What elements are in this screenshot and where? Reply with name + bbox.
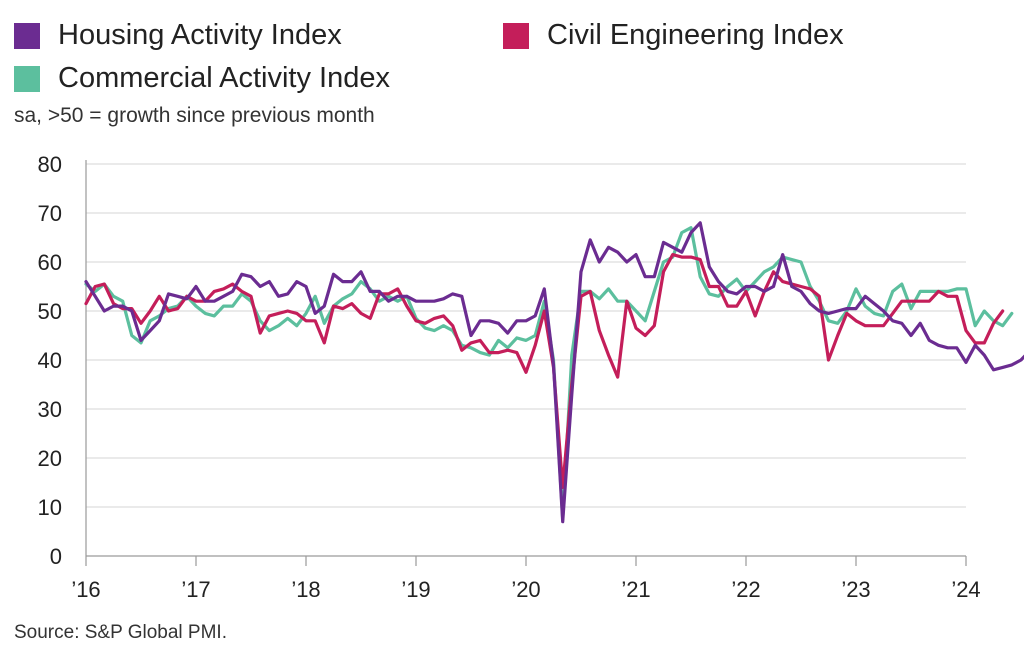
series-line-commercial-activity-index (84, 226, 1014, 521)
y-tick-label: 30 (38, 397, 62, 422)
legend-item-commercial[interactable]: Commercial Activity Index (14, 62, 390, 95)
y-tick-label: 80 (38, 152, 62, 177)
series-line-housing-activity-index (84, 221, 1024, 524)
legend-swatch-housing (14, 22, 40, 49)
legend-label-commercial: Commercial Activity Index (58, 62, 390, 94)
y-tick-label: 70 (38, 201, 62, 226)
y-tick-label: 0 (50, 544, 62, 569)
legend-label-housing: Housing Activity Index (58, 19, 342, 51)
y-tick-label: 20 (38, 446, 62, 471)
chart-subtitle: sa, >50 = growth since previous month (14, 104, 375, 127)
y-tick-label: 10 (38, 495, 62, 520)
x-tick-label: ’22 (731, 577, 760, 602)
y-tick-label: 40 (38, 348, 62, 373)
series-line-civil-engineering-index (84, 253, 1005, 489)
x-tick-label: ’20 (511, 577, 540, 602)
x-tick-label: ’21 (621, 577, 650, 602)
legend-swatch-civil (503, 22, 529, 49)
legend-item-civil[interactable]: Civil Engineering Index (503, 19, 844, 52)
x-tick-label: ’23 (841, 577, 870, 602)
legend-label-civil: Civil Engineering Index (547, 19, 844, 51)
y-tick-label: 50 (38, 299, 62, 324)
legend-item-housing[interactable]: Housing Activity Index (14, 19, 342, 52)
x-tick-label: ’16 (71, 577, 100, 602)
y-tick-label: 60 (38, 250, 62, 275)
x-tick-label: ’18 (291, 577, 320, 602)
x-tick-label: ’24 (951, 577, 980, 602)
x-tick-label: ’19 (401, 577, 430, 602)
chart-source: Source: S&P Global PMI. (14, 622, 227, 643)
legend-swatch-commercial (14, 65, 40, 92)
x-tick-label: ’17 (181, 577, 210, 602)
